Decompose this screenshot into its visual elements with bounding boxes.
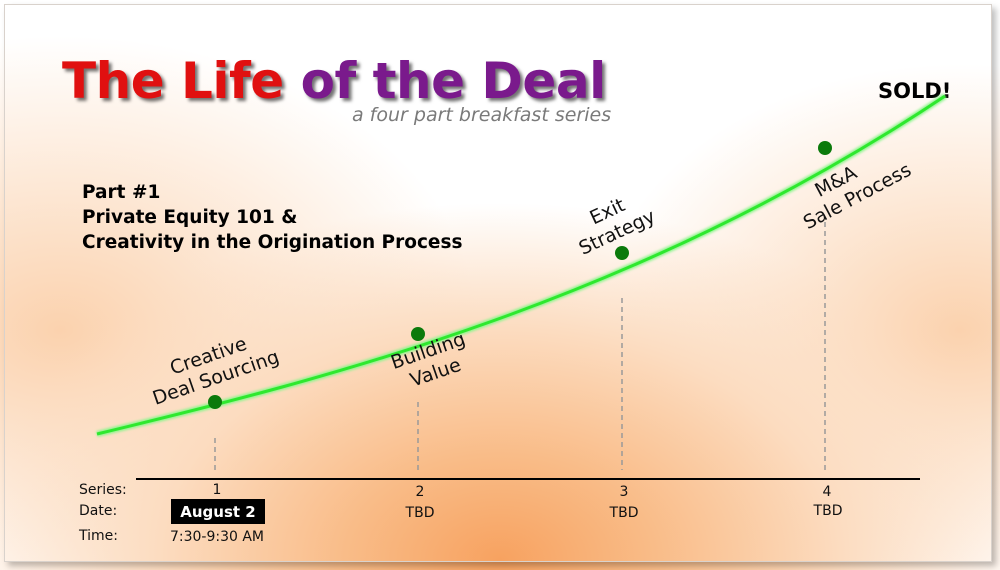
date-3: TBD	[609, 505, 639, 521]
slide-subtitle: a four part breakfast series	[352, 104, 612, 126]
slide-title: The Life of the Deal	[62, 52, 606, 110]
stage-4-label-line2: Sale Process	[800, 159, 915, 234]
series-number-1: 1	[212, 482, 222, 498]
series-number-2: 2	[415, 484, 425, 500]
milestone-point-1	[208, 395, 222, 409]
milestone-point-2	[411, 327, 425, 341]
slide-frame	[4, 4, 992, 562]
title-part-purple: of the Deal	[300, 52, 607, 110]
time-row-label: Time:	[79, 528, 118, 544]
date-badge-1: August 2	[171, 499, 265, 524]
part-topic-line2: Creativity in the Origination Process	[82, 232, 463, 253]
series-number-4: 4	[822, 484, 832, 500]
title-part-red: The Life	[62, 52, 301, 110]
part-info: Part #1 Private Equity 101 & Creativity …	[82, 180, 462, 255]
series-number-3: 3	[619, 484, 629, 500]
date-row-label: Date:	[79, 503, 118, 519]
part-topic-line1: Private Equity 101 &	[82, 207, 298, 228]
growth-curve	[96, 94, 946, 436]
milestone-point-3	[615, 246, 629, 260]
time-1: 7:30-9:30 AM	[169, 529, 265, 545]
series-row-label: Series:	[79, 482, 127, 498]
date-4: TBD	[813, 503, 843, 519]
date-2: TBD	[405, 505, 435, 521]
part-number: Part #1	[82, 182, 161, 203]
milestone-point-4	[818, 141, 832, 155]
